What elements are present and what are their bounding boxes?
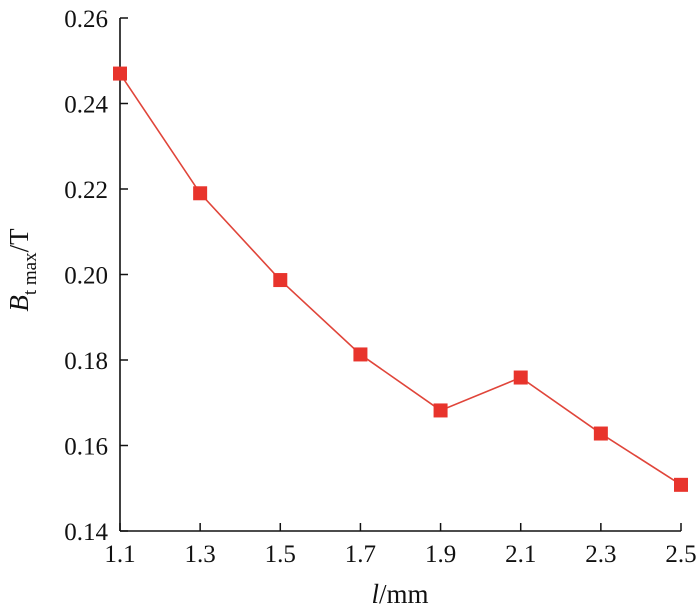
- x-tick-label: 2.5: [665, 541, 696, 568]
- x-axis-unit: /mm: [379, 579, 429, 609]
- y-tick-label: 0.20: [64, 263, 108, 290]
- y-tick-label: 0.22: [64, 177, 108, 204]
- y-ticks: 0.14 0.16 0.18 0.20 0.22 0.24 0.26: [64, 6, 128, 546]
- data-point: [513, 370, 528, 385]
- x-tick-label: 1.7: [345, 541, 376, 568]
- x-tick-label: 2.1: [505, 541, 536, 568]
- y-axis-sub: t max: [20, 252, 41, 295]
- x-tick-label: 1.1: [104, 541, 135, 568]
- x-axis-label: l/mm: [371, 579, 428, 609]
- data-point: [113, 66, 127, 81]
- svg-text:Bt max/T: Bt max/T: [4, 228, 41, 312]
- y-tick-label: 0.16: [64, 434, 108, 461]
- x-tick-label: 1.3: [185, 541, 216, 568]
- data-point: [593, 426, 608, 441]
- y-tick-label: 0.18: [64, 348, 108, 375]
- y-axis-unit: /T: [4, 228, 34, 253]
- data-point: [353, 347, 368, 362]
- x-tick-label: 2.3: [585, 541, 616, 568]
- x-tick-label: 1.5: [265, 541, 296, 568]
- x-axis-var: l: [371, 579, 379, 609]
- y-tick-label: 0.24: [64, 92, 108, 119]
- y-tick-label: 0.26: [64, 6, 108, 33]
- data-point: [193, 186, 208, 201]
- data-point: [273, 273, 288, 288]
- x-tick-label: 1.9: [425, 541, 456, 568]
- data-point: [433, 403, 448, 418]
- series: [113, 66, 688, 492]
- axes: [119, 18, 681, 532]
- x-ticks: 1.1 1.3 1.5 1.7 1.9 2.1 2.3 2.5: [104, 523, 697, 568]
- y-axis-var: B: [4, 295, 34, 312]
- data-point: [674, 477, 688, 492]
- y-tick-label: 0.14: [64, 519, 108, 546]
- y-axis-label: Bt max/T: [4, 228, 41, 312]
- series-line: [119, 73, 682, 486]
